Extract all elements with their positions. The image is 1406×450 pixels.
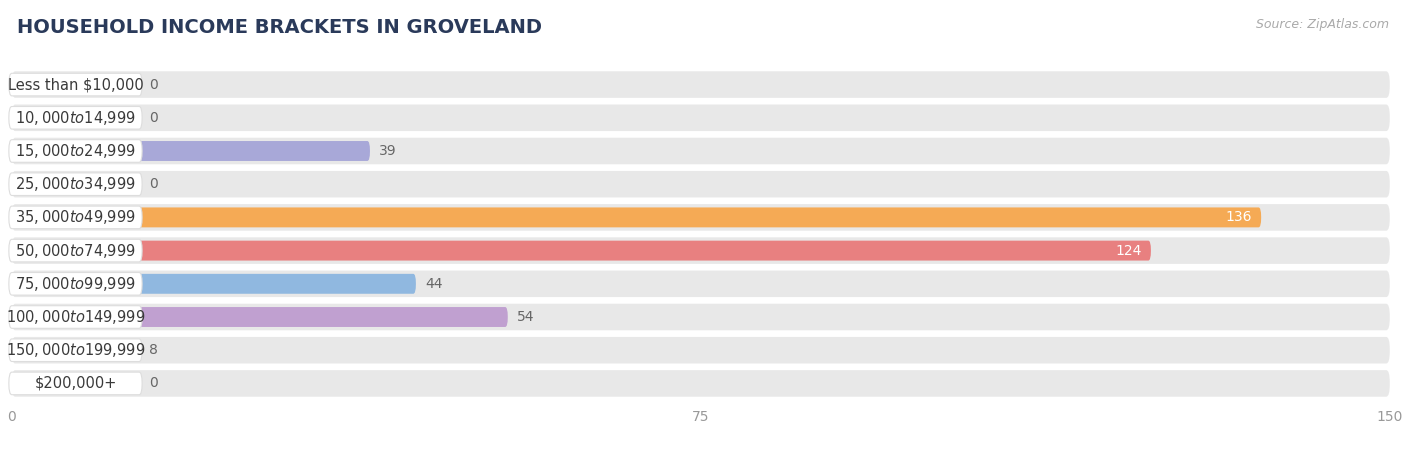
Text: $10,000 to $14,999: $10,000 to $14,999 (15, 109, 136, 127)
FancyBboxPatch shape (11, 237, 1389, 264)
FancyBboxPatch shape (8, 339, 142, 361)
Text: 0: 0 (149, 77, 159, 92)
Text: 136: 136 (1226, 211, 1251, 225)
FancyBboxPatch shape (11, 340, 86, 360)
Text: $150,000 to $199,999: $150,000 to $199,999 (6, 341, 145, 359)
FancyBboxPatch shape (11, 307, 508, 327)
FancyBboxPatch shape (11, 241, 1152, 261)
FancyBboxPatch shape (11, 141, 370, 161)
FancyBboxPatch shape (11, 374, 125, 393)
FancyBboxPatch shape (8, 239, 142, 262)
Text: Source: ZipAtlas.com: Source: ZipAtlas.com (1256, 18, 1389, 31)
FancyBboxPatch shape (8, 73, 142, 96)
FancyBboxPatch shape (11, 274, 416, 294)
Text: 8: 8 (149, 343, 159, 357)
Text: $100,000 to $149,999: $100,000 to $149,999 (6, 308, 145, 326)
FancyBboxPatch shape (11, 174, 125, 194)
Text: 0: 0 (149, 177, 159, 191)
FancyBboxPatch shape (8, 206, 142, 229)
FancyBboxPatch shape (11, 270, 1389, 297)
FancyBboxPatch shape (11, 337, 1389, 364)
FancyBboxPatch shape (8, 273, 142, 295)
FancyBboxPatch shape (11, 75, 125, 94)
FancyBboxPatch shape (8, 306, 142, 328)
FancyBboxPatch shape (11, 104, 1389, 131)
Text: 0: 0 (149, 111, 159, 125)
FancyBboxPatch shape (11, 71, 1389, 98)
Text: $25,000 to $34,999: $25,000 to $34,999 (15, 175, 136, 193)
Text: $35,000 to $49,999: $35,000 to $49,999 (15, 208, 136, 226)
FancyBboxPatch shape (11, 204, 1389, 231)
FancyBboxPatch shape (11, 108, 125, 128)
FancyBboxPatch shape (11, 138, 1389, 164)
Text: $50,000 to $74,999: $50,000 to $74,999 (15, 242, 136, 260)
Text: Less than $10,000: Less than $10,000 (7, 77, 143, 92)
Text: 124: 124 (1115, 243, 1142, 257)
FancyBboxPatch shape (11, 370, 1389, 397)
Text: $200,000+: $200,000+ (34, 376, 117, 391)
FancyBboxPatch shape (11, 304, 1389, 330)
Text: $15,000 to $24,999: $15,000 to $24,999 (15, 142, 136, 160)
FancyBboxPatch shape (8, 140, 142, 162)
FancyBboxPatch shape (8, 372, 142, 395)
Text: 0: 0 (149, 376, 159, 391)
Text: HOUSEHOLD INCOME BRACKETS IN GROVELAND: HOUSEHOLD INCOME BRACKETS IN GROVELAND (17, 18, 541, 37)
FancyBboxPatch shape (8, 173, 142, 195)
FancyBboxPatch shape (11, 207, 1261, 227)
Text: 54: 54 (517, 310, 534, 324)
Text: 44: 44 (425, 277, 443, 291)
Text: 39: 39 (380, 144, 396, 158)
FancyBboxPatch shape (11, 171, 1389, 198)
FancyBboxPatch shape (8, 107, 142, 129)
Text: $75,000 to $99,999: $75,000 to $99,999 (15, 275, 136, 293)
